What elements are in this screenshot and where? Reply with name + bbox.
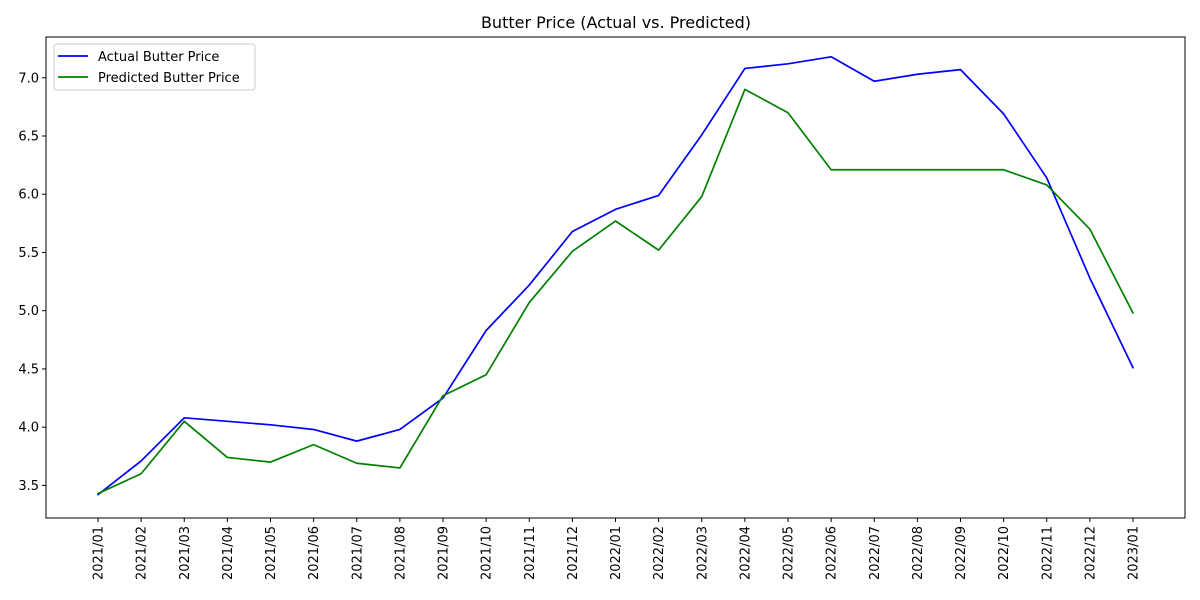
x-tick-label: 2022/09 xyxy=(954,526,969,580)
x-tick-label: 2022/05 xyxy=(782,526,797,580)
y-tick-label: 5.0 xyxy=(18,304,39,319)
y-tick-label: 6.0 xyxy=(18,188,39,203)
x-tick-label: 2021/02 xyxy=(135,526,150,580)
x-tick-label: 2022/11 xyxy=(1040,526,1055,580)
legend-label-1: Predicted Butter Price xyxy=(98,71,240,86)
x-tick-label: 2021/08 xyxy=(393,526,408,580)
x-tick-label: 2021/09 xyxy=(437,526,452,580)
legend: Actual Butter Price Predicted Butter Pric… xyxy=(53,43,256,91)
x-tick-label: 2021/01 xyxy=(92,526,107,580)
x-tick-label: 2022/08 xyxy=(911,526,926,580)
y-tick-label: 4.0 xyxy=(18,421,39,436)
x-tick-label: 2022/10 xyxy=(997,526,1012,580)
x-tick-label: 2021/05 xyxy=(264,526,279,580)
x-tick-label: 2023/01 xyxy=(1127,526,1142,580)
x-tick-label: 2021/12 xyxy=(566,526,581,580)
x-tick-label: 2022/07 xyxy=(868,526,883,580)
y-tick-label: 5.5 xyxy=(18,246,39,261)
y-tick-label: 7.0 xyxy=(18,71,39,86)
plot-area: 3.5 4.0 4.5 5.0 5.5 6.0 6.5 7.0 2021/01 2021/02 20… xyxy=(18,36,1186,580)
x-tick-label: 2021/03 xyxy=(178,526,193,580)
x-tick-label: 2022/03 xyxy=(695,526,710,580)
chart-title: Butter Price (Actual vs. Predicted) xyxy=(481,13,751,32)
x-tick-label: 2022/02 xyxy=(652,526,667,580)
x-tick-label: 2022/06 xyxy=(825,526,840,580)
x-tick-label: 2022/04 xyxy=(738,526,753,580)
x-tick-label: 2021/10 xyxy=(480,526,495,580)
x-tick-label: 2021/07 xyxy=(350,526,365,580)
y-tick-label: 3.5 xyxy=(18,479,39,494)
series-line-0 xyxy=(97,55,1134,496)
x-tick-label: 2021/11 xyxy=(523,526,538,580)
x-tick-label: 2022/01 xyxy=(609,526,624,580)
series-line-1 xyxy=(97,88,1134,495)
x-tick-label: 2022/12 xyxy=(1083,526,1098,580)
x-tick-label: 2021/04 xyxy=(221,526,236,580)
legend-box xyxy=(53,43,256,91)
x-tick-label: 2021/06 xyxy=(307,526,322,580)
y-tick-label: 6.5 xyxy=(18,129,39,144)
legend-label-0: Actual Butter Price xyxy=(98,50,219,65)
y-tick-label: 4.5 xyxy=(18,362,39,377)
